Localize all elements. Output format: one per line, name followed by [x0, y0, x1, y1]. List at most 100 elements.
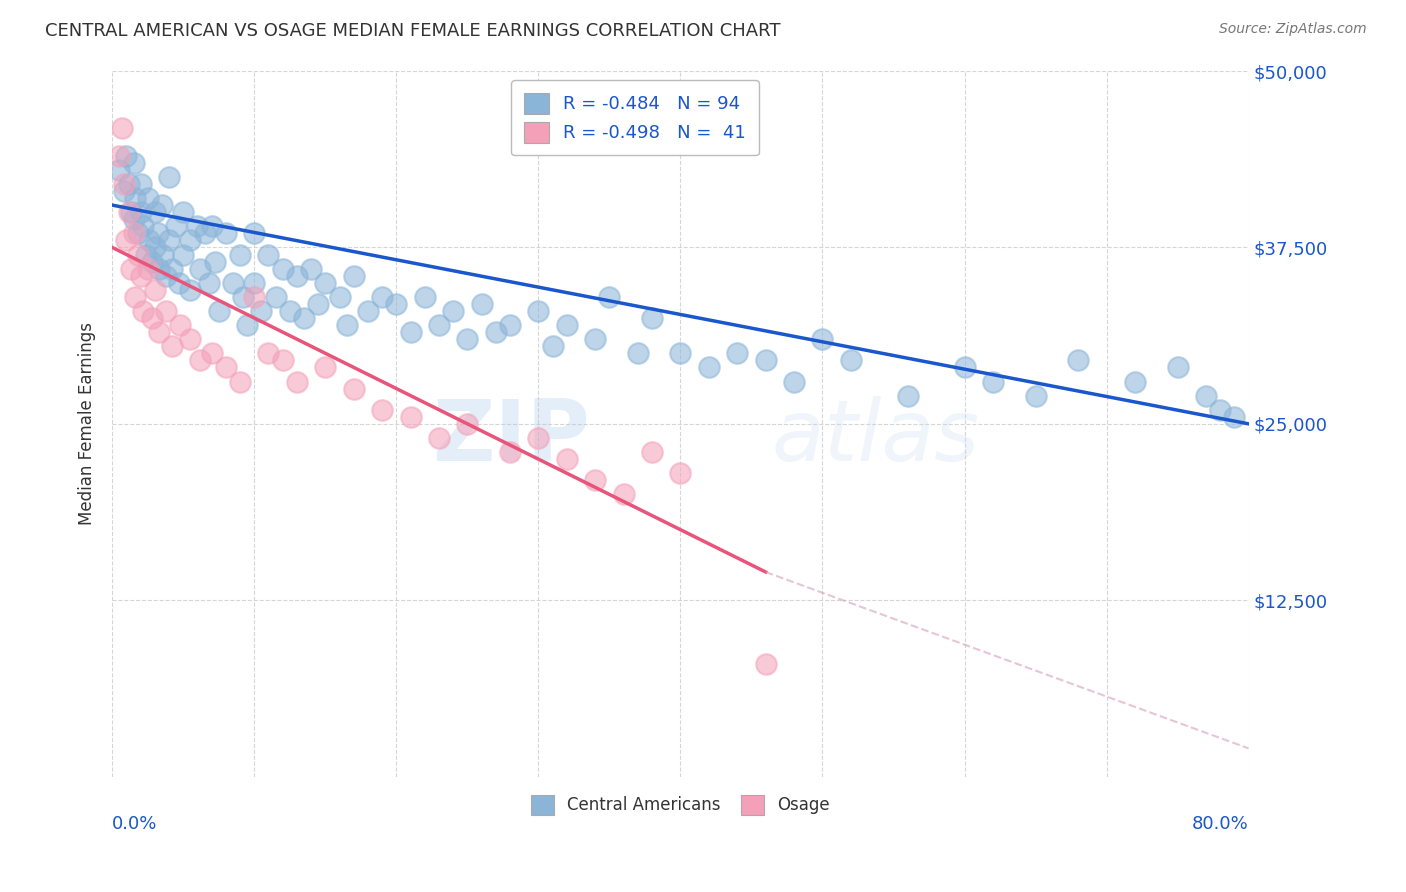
Point	[328, 290, 350, 304]
Point	[641, 311, 664, 326]
Point	[188, 353, 211, 368]
Y-axis label: Median Female Earnings: Median Female Earnings	[79, 322, 96, 525]
Point	[399, 409, 422, 424]
Text: atlas: atlas	[772, 396, 980, 480]
Point	[278, 304, 301, 318]
Point	[1167, 360, 1189, 375]
Point	[314, 276, 336, 290]
Text: 80.0%: 80.0%	[1192, 815, 1249, 833]
Point	[555, 318, 578, 332]
Point	[222, 276, 245, 290]
Point	[641, 445, 664, 459]
Point	[250, 304, 273, 318]
Point	[129, 177, 152, 191]
Point	[122, 155, 145, 169]
Point	[527, 431, 550, 445]
Point	[193, 227, 215, 241]
Point	[343, 268, 366, 283]
Point	[172, 247, 194, 261]
Text: 0.0%: 0.0%	[112, 815, 157, 833]
Point	[385, 297, 408, 311]
Point	[527, 304, 550, 318]
Point	[208, 304, 231, 318]
Text: CENTRAL AMERICAN VS OSAGE MEDIAN FEMALE EARNINGS CORRELATION CHART: CENTRAL AMERICAN VS OSAGE MEDIAN FEMALE …	[45, 22, 780, 40]
Point	[143, 283, 166, 297]
Point	[120, 205, 142, 219]
Point	[138, 234, 160, 248]
Point	[1067, 353, 1090, 368]
Point	[127, 247, 149, 261]
Point	[122, 227, 145, 241]
Point	[127, 227, 149, 241]
Point	[1123, 375, 1146, 389]
Point	[399, 325, 422, 339]
Text: Source: ZipAtlas.com: Source: ZipAtlas.com	[1219, 22, 1367, 37]
Point	[697, 360, 720, 375]
Point	[108, 162, 131, 177]
Point	[148, 325, 170, 339]
Point	[1025, 389, 1047, 403]
Point	[499, 318, 522, 332]
Point	[118, 205, 141, 219]
Point	[132, 219, 155, 234]
Point	[215, 360, 238, 375]
Point	[897, 389, 920, 403]
Point	[783, 375, 806, 389]
Point	[555, 452, 578, 467]
Point	[499, 445, 522, 459]
Point	[124, 191, 146, 205]
Point	[155, 304, 177, 318]
Point	[157, 169, 180, 184]
Point	[229, 247, 252, 261]
Point	[167, 276, 190, 290]
Point	[427, 431, 450, 445]
Point	[155, 268, 177, 283]
Point	[129, 268, 152, 283]
Point	[143, 240, 166, 254]
Point	[292, 311, 315, 326]
Point	[243, 290, 266, 304]
Point	[179, 234, 201, 248]
Point	[132, 304, 155, 318]
Point	[953, 360, 976, 375]
Point	[413, 290, 436, 304]
Point	[179, 283, 201, 297]
Point	[669, 346, 692, 360]
Point	[307, 297, 329, 311]
Point	[981, 375, 1004, 389]
Point	[257, 346, 280, 360]
Point	[136, 261, 159, 276]
Point	[725, 346, 748, 360]
Point	[122, 212, 145, 227]
Point	[755, 353, 778, 368]
Point	[179, 332, 201, 346]
Point	[120, 261, 142, 276]
Point	[243, 276, 266, 290]
Point	[441, 304, 464, 318]
Point	[141, 311, 163, 326]
Point	[598, 290, 620, 304]
Point	[111, 120, 134, 135]
Point	[427, 318, 450, 332]
Text: ZIP: ZIP	[432, 396, 589, 480]
Point	[188, 261, 211, 276]
Point	[172, 205, 194, 219]
Point	[112, 177, 135, 191]
Point	[456, 417, 478, 431]
Point	[583, 332, 606, 346]
Point	[169, 318, 191, 332]
Point	[146, 227, 169, 241]
Point	[285, 375, 308, 389]
Point	[336, 318, 359, 332]
Point	[112, 184, 135, 198]
Point	[371, 402, 394, 417]
Point	[204, 254, 226, 268]
Point	[115, 234, 138, 248]
Point	[152, 247, 174, 261]
Point	[160, 339, 183, 353]
Point	[201, 346, 224, 360]
Point	[143, 205, 166, 219]
Point	[271, 261, 294, 276]
Point	[148, 261, 170, 276]
Point	[150, 198, 173, 212]
